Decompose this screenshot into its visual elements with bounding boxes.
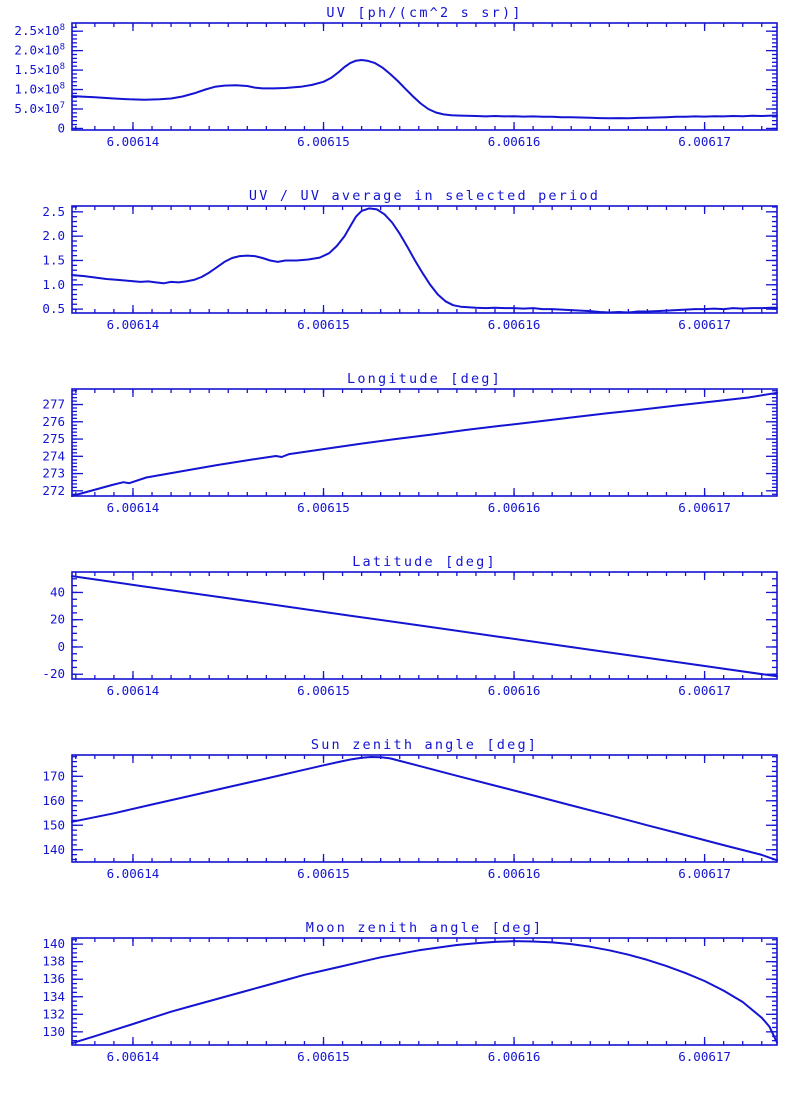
- y-tick-label: 170: [42, 768, 65, 783]
- y-tick-label: 1.5×108: [14, 62, 65, 77]
- y-tick-label: 140: [42, 936, 65, 951]
- plot-frame: [71, 571, 778, 680]
- x-tick-label: 6.00616: [488, 1049, 541, 1064]
- uv-chart: UV [ph/(cm^2 s sr)] 6.00614 6.00615 6.00616…: [14, 5, 778, 149]
- longitude-chart: Longitude [deg] 6.00614 6.00615 6.00616 6.00…: [42, 371, 778, 515]
- axis-ticks: [72, 206, 777, 313]
- x-tick-label: 6.00617: [678, 1049, 731, 1064]
- x-tick-label: 6.00616: [488, 500, 541, 515]
- y-tick-label: 2.0×108: [14, 43, 65, 58]
- y-tick-label: 2.0: [42, 228, 65, 243]
- x-tick-label: 6.00616: [488, 866, 541, 881]
- y-tick-label: 20: [50, 612, 65, 627]
- y-tick-label: 132: [42, 1006, 65, 1021]
- data-line: [71, 940, 778, 1045]
- x-tick-label: 6.00617: [678, 134, 731, 149]
- y-tick-label: 134: [42, 989, 65, 1004]
- moon-zenith-chart: Moon zenith angle [deg] 6.00614 6.00615 6.0…: [42, 920, 778, 1064]
- plot-frame: [71, 754, 778, 863]
- data-line: [71, 207, 778, 314]
- data-line: [71, 59, 778, 120]
- y-tick-label: 140: [42, 842, 65, 857]
- y-tick-label: 274: [42, 448, 65, 463]
- chart-title: Moon zenith angle [deg]: [306, 920, 544, 936]
- y-tick-label: 138: [42, 954, 65, 969]
- x-tick-label: 6.00614: [107, 500, 160, 515]
- y-tick-label: 5.0×107: [14, 101, 65, 116]
- latitude-chart: Latitude [deg] 6.00614 6.00615 6.00616 6.006…: [42, 554, 778, 698]
- y-tick-label: 1.0×108: [14, 82, 65, 97]
- x-tick-label: 6.00615: [297, 500, 350, 515]
- x-tick-label: 6.00616: [488, 683, 541, 698]
- y-tick-label: 0: [57, 639, 65, 654]
- y-tick-label: 2.5×108: [14, 23, 65, 38]
- y-tick-label: 40: [50, 584, 65, 599]
- x-tick-label: 6.00614: [107, 134, 160, 149]
- chart-title: UV [ph/(cm^2 s sr)]: [326, 5, 522, 21]
- uv-ratio-chart: UV / UV average in selected period 6.0061…: [42, 188, 778, 332]
- x-tick-label: 6.00617: [678, 317, 731, 332]
- data-line: [71, 575, 778, 678]
- x-tick-label: 6.00614: [107, 317, 160, 332]
- x-tick-label: 6.00616: [488, 134, 541, 149]
- y-tick-label: 275: [42, 431, 65, 446]
- x-tick-label: 6.00617: [678, 683, 731, 698]
- x-tick-label: 6.00617: [678, 866, 731, 881]
- sun-zenith-chart: Sun zenith angle [deg] 6.00614 6.00615 6.00…: [42, 737, 778, 881]
- axis-ticks: [72, 572, 777, 679]
- axis-ticks: [72, 938, 777, 1045]
- y-tick-label: 1.5: [42, 252, 65, 267]
- x-tick-label: 6.00616: [488, 317, 541, 332]
- plot-frame: [71, 937, 778, 1046]
- y-tick-label: 160: [42, 793, 65, 808]
- x-tick-label: 6.00614: [107, 1049, 160, 1064]
- y-tick-label: 276: [42, 414, 65, 429]
- x-tick-label: 6.00615: [297, 683, 350, 698]
- x-tick-label: 6.00617: [678, 500, 731, 515]
- chart-title: Longitude [deg]: [347, 371, 502, 387]
- x-tick-label: 6.00615: [297, 134, 350, 149]
- chart-title: UV / UV average in selected period: [249, 188, 600, 204]
- chart-title: Sun zenith angle [deg]: [311, 737, 538, 753]
- x-tick-label: 6.00615: [297, 1049, 350, 1064]
- x-tick-label: 6.00614: [107, 683, 160, 698]
- plot-frame: [71, 388, 778, 497]
- y-tick-label: 1.0: [42, 277, 65, 292]
- axis-ticks: [72, 23, 777, 130]
- axis-ticks: [72, 755, 777, 862]
- plot-frame: [71, 205, 778, 314]
- y-tick-label: 0.5: [42, 301, 65, 316]
- y-tick-label: 2.5: [42, 204, 65, 219]
- x-tick-label: 6.00614: [107, 866, 160, 881]
- x-tick-label: 6.00615: [297, 317, 350, 332]
- y-tick-label: 130: [42, 1024, 65, 1039]
- x-tick-label: 6.00615: [297, 866, 350, 881]
- plot-frame: [71, 22, 778, 131]
- axis-ticks: [72, 389, 777, 496]
- y-tick-label: 272: [42, 483, 65, 498]
- data-line: [71, 756, 778, 862]
- y-tick-label: 273: [42, 466, 65, 481]
- data-line: [71, 391, 778, 497]
- y-tick-label: 0: [57, 120, 65, 135]
- y-tick-label: 136: [42, 971, 65, 986]
- y-tick-label: 277: [42, 397, 65, 412]
- chart-title: Latitude [deg]: [352, 554, 497, 570]
- y-tick-label: 150: [42, 817, 65, 832]
- y-tick-label: -20: [42, 666, 65, 681]
